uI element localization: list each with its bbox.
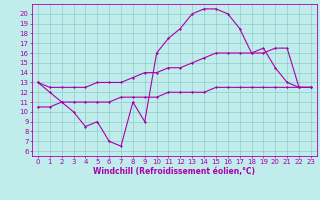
X-axis label: Windchill (Refroidissement éolien,°C): Windchill (Refroidissement éolien,°C)	[93, 167, 255, 176]
